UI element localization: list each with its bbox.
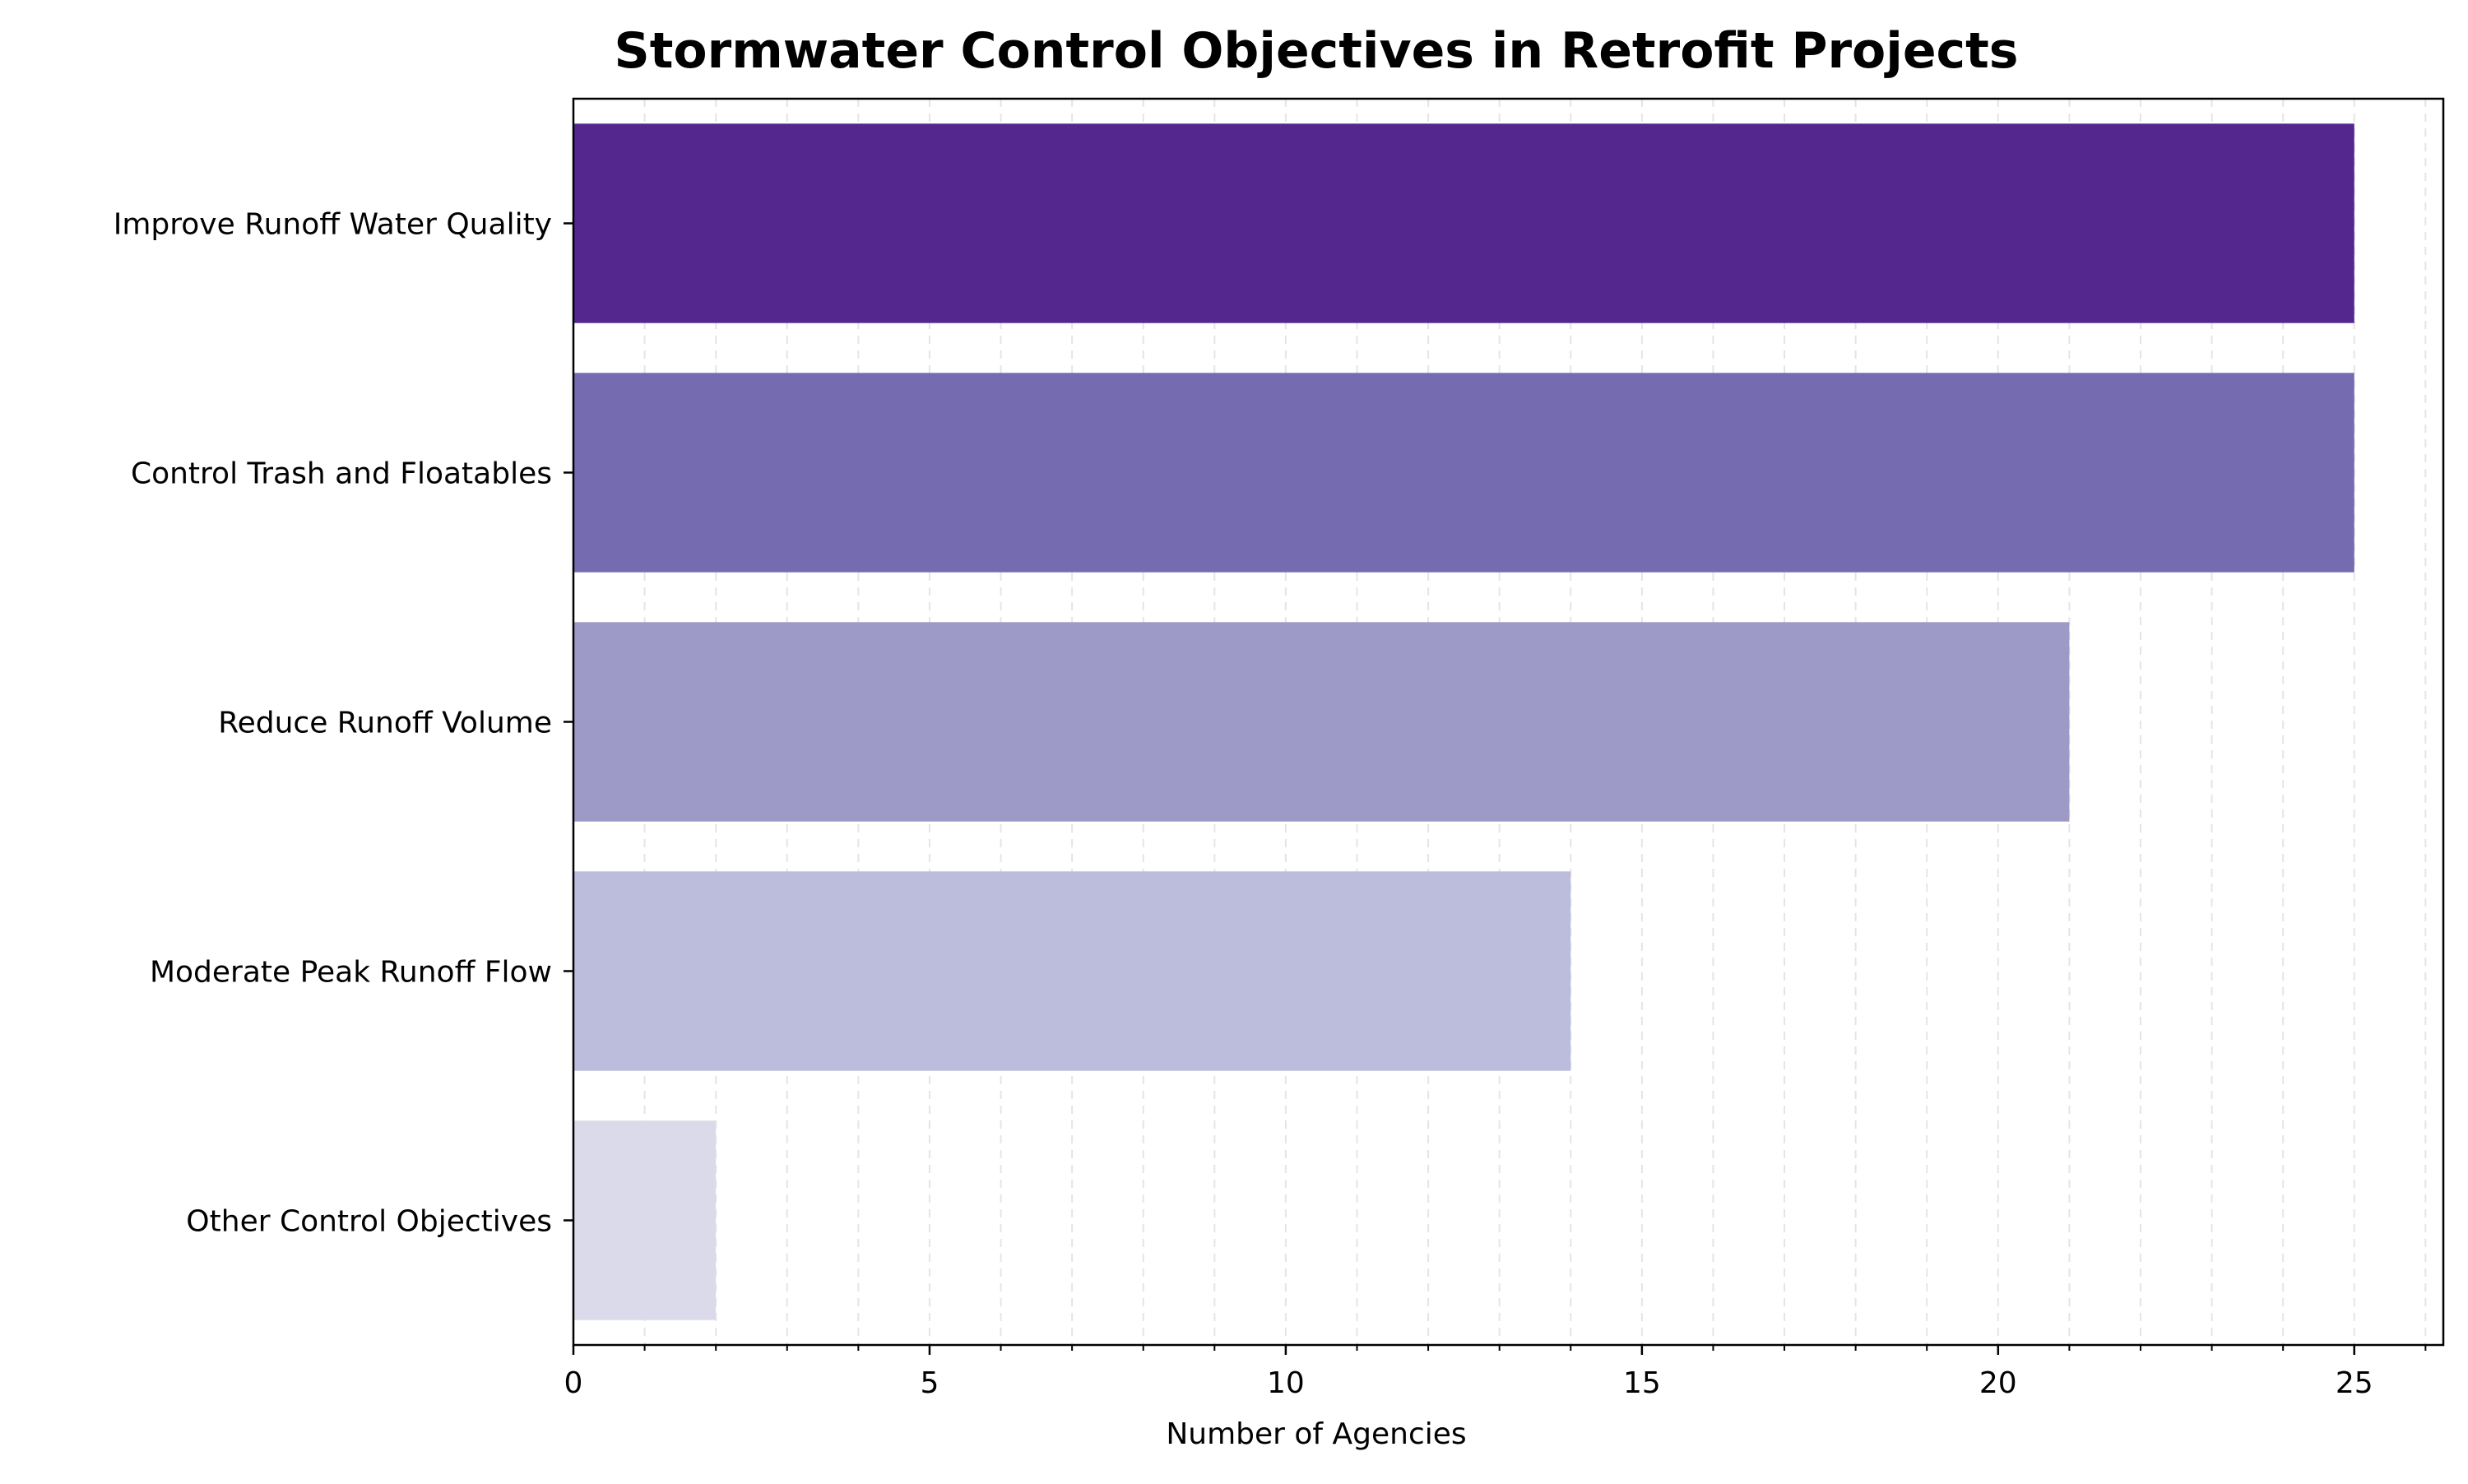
x-tick-label: 20	[1979, 1366, 2017, 1400]
bars	[573, 123, 2354, 1320]
bar-other-control-objectives	[573, 1120, 717, 1320]
x-tick-label: 5	[920, 1366, 939, 1400]
x-tick-label: 10	[1267, 1366, 1305, 1400]
x-tick-label: 25	[2336, 1366, 2373, 1400]
axes: Improve Runoff Water Quality Control Tras…	[114, 97, 2445, 1400]
chart-title: Stormwater Control Objectives in Retrofi…	[615, 22, 2019, 80]
plot-frame	[572, 97, 2445, 1347]
bar-reduce-runoff-volume	[573, 622, 2070, 822]
bar-control-trash-and-floatables	[573, 373, 2354, 573]
bar-improve-runoff-water-quality	[573, 123, 2354, 323]
labels: Stormwater Control Objectives in Retrofi…	[615, 22, 2019, 1451]
category-label: Reduce Runoff Volume	[218, 707, 552, 740]
x-tick-label: 15	[1623, 1366, 1661, 1400]
category-label: Improve Runoff Water Quality	[114, 208, 552, 242]
x-axis-label: Number of Agencies	[1166, 1417, 1466, 1451]
bar-moderate-peak-runoff-flow	[573, 871, 1571, 1071]
category-label: Control Trash and Floatables	[131, 457, 552, 491]
x-tick-label: 0	[564, 1366, 583, 1400]
category-label: Moderate Peak Runoff Flow	[150, 956, 552, 990]
category-label: Other Control Objectives	[186, 1205, 552, 1239]
